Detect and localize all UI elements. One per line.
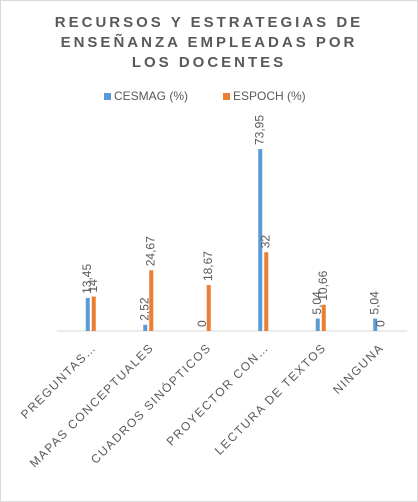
value-label: 13,45 [80, 264, 94, 294]
value-label: 73,95 [252, 115, 266, 145]
x-tick-label: NINGUNA [330, 340, 386, 396]
bar [264, 252, 269, 331]
bar [315, 318, 320, 331]
value-label: 18,67 [201, 251, 215, 281]
legend-label: ESPOCH (%) [233, 89, 306, 103]
bar [321, 304, 326, 331]
value-label: 0 [195, 320, 209, 327]
bar [206, 285, 211, 331]
value-label: 24,67 [143, 236, 157, 266]
bar [373, 318, 378, 331]
x-tick-label: CUADROS SINÓPTICOS [87, 340, 214, 467]
bar [143, 324, 148, 331]
value-label: 14 [86, 279, 100, 293]
legend-swatch [223, 93, 230, 100]
x-tick-label: LECTURA DE TEXTOS [212, 340, 329, 457]
legend-swatch [104, 93, 111, 100]
chart-title: RECURSOS Y ESTRATEGIAS DE ENSEÑANZA EMPL… [54, 14, 364, 71]
legend-label: CESMAG (%) [114, 89, 188, 103]
value-label: 5,04 [367, 291, 381, 315]
value-label: 32 [258, 235, 272, 249]
value-label: 2,52 [137, 297, 151, 321]
bar [258, 149, 263, 331]
bar [149, 270, 154, 331]
bar [91, 296, 96, 331]
value-label: 5,04 [310, 291, 324, 315]
x-tick-label: MAPAS CONCEPTUALES [27, 340, 157, 470]
value-label: 0 [373, 320, 387, 327]
value-label: 10,66 [316, 270, 330, 300]
x-tick-label: PROYECTOR CON… [164, 340, 272, 448]
bar [85, 297, 90, 331]
